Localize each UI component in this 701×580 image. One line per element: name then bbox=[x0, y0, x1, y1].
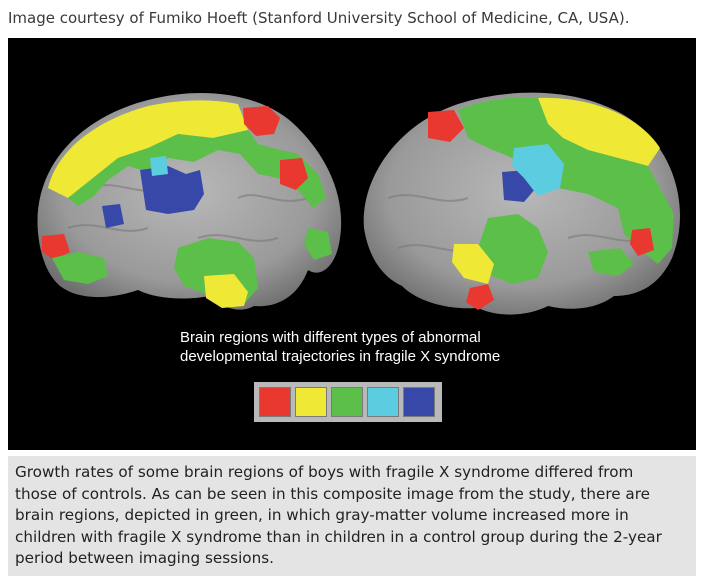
summary-line-4: children with fragile X syndrome than in… bbox=[15, 527, 662, 546]
left-region-green-right bbox=[304, 228, 332, 260]
legend-swatch-yellow bbox=[295, 387, 327, 417]
left-region-blue-back bbox=[102, 204, 124, 228]
right-region-green-lower bbox=[588, 248, 634, 276]
right-region-yellow-lower bbox=[452, 244, 494, 284]
left-hemisphere bbox=[37, 92, 342, 310]
right-region-green-top bbox=[458, 97, 660, 208]
color-legend bbox=[254, 382, 442, 422]
right-region-red-lower bbox=[466, 284, 494, 310]
left-region-red-top bbox=[243, 106, 280, 136]
left-region-red-occipital bbox=[42, 234, 70, 260]
right-region-green-temporal bbox=[478, 214, 548, 284]
summary-line-3: brain regions, depicted in green, in whi… bbox=[15, 506, 629, 524]
summary-line-2: those of controls. As can be seen in thi… bbox=[15, 484, 650, 503]
right-region-red-front bbox=[630, 228, 654, 256]
left-region-yellow-temporal bbox=[204, 274, 248, 308]
summary-line-1: Growth rates of some brain regions of bo… bbox=[15, 463, 634, 481]
brain-illustration bbox=[37, 92, 680, 315]
figure-caption-line-2: developmental trajectories in fragile X … bbox=[180, 348, 501, 365]
brain-figure: Brain regions with different types of ab… bbox=[8, 38, 696, 450]
legend-swatch-cyan bbox=[367, 387, 399, 417]
right-region-green-front bbox=[618, 188, 674, 264]
image-credit: Image courtesy of Fumiko Hoeft (Stanford… bbox=[8, 9, 630, 27]
left-region-red-side bbox=[280, 158, 308, 190]
left-region-blue-central bbox=[140, 166, 204, 214]
legend-swatch-blue bbox=[403, 387, 435, 417]
right-hemisphere bbox=[363, 92, 680, 315]
left-region-cyan bbox=[150, 156, 168, 176]
legend-swatch-green bbox=[331, 387, 363, 417]
summary-line-5: period between imaging sessions. bbox=[15, 549, 274, 567]
legend-swatch-red bbox=[259, 387, 291, 417]
summary-text: Growth rates of some brain regions of bo… bbox=[8, 456, 696, 576]
left-region-green-top bbox=[68, 130, 258, 206]
right-region-red-top bbox=[428, 110, 464, 142]
left-region-green-lower bbox=[52, 252, 108, 284]
figure-caption-line-1: Brain regions with different types of ab… bbox=[180, 329, 481, 346]
figure-caption: Brain regions with different types of ab… bbox=[180, 328, 600, 366]
right-region-cyan bbox=[512, 144, 564, 196]
right-region-yellow bbox=[538, 97, 660, 166]
left-region-yellow bbox=[48, 100, 248, 198]
